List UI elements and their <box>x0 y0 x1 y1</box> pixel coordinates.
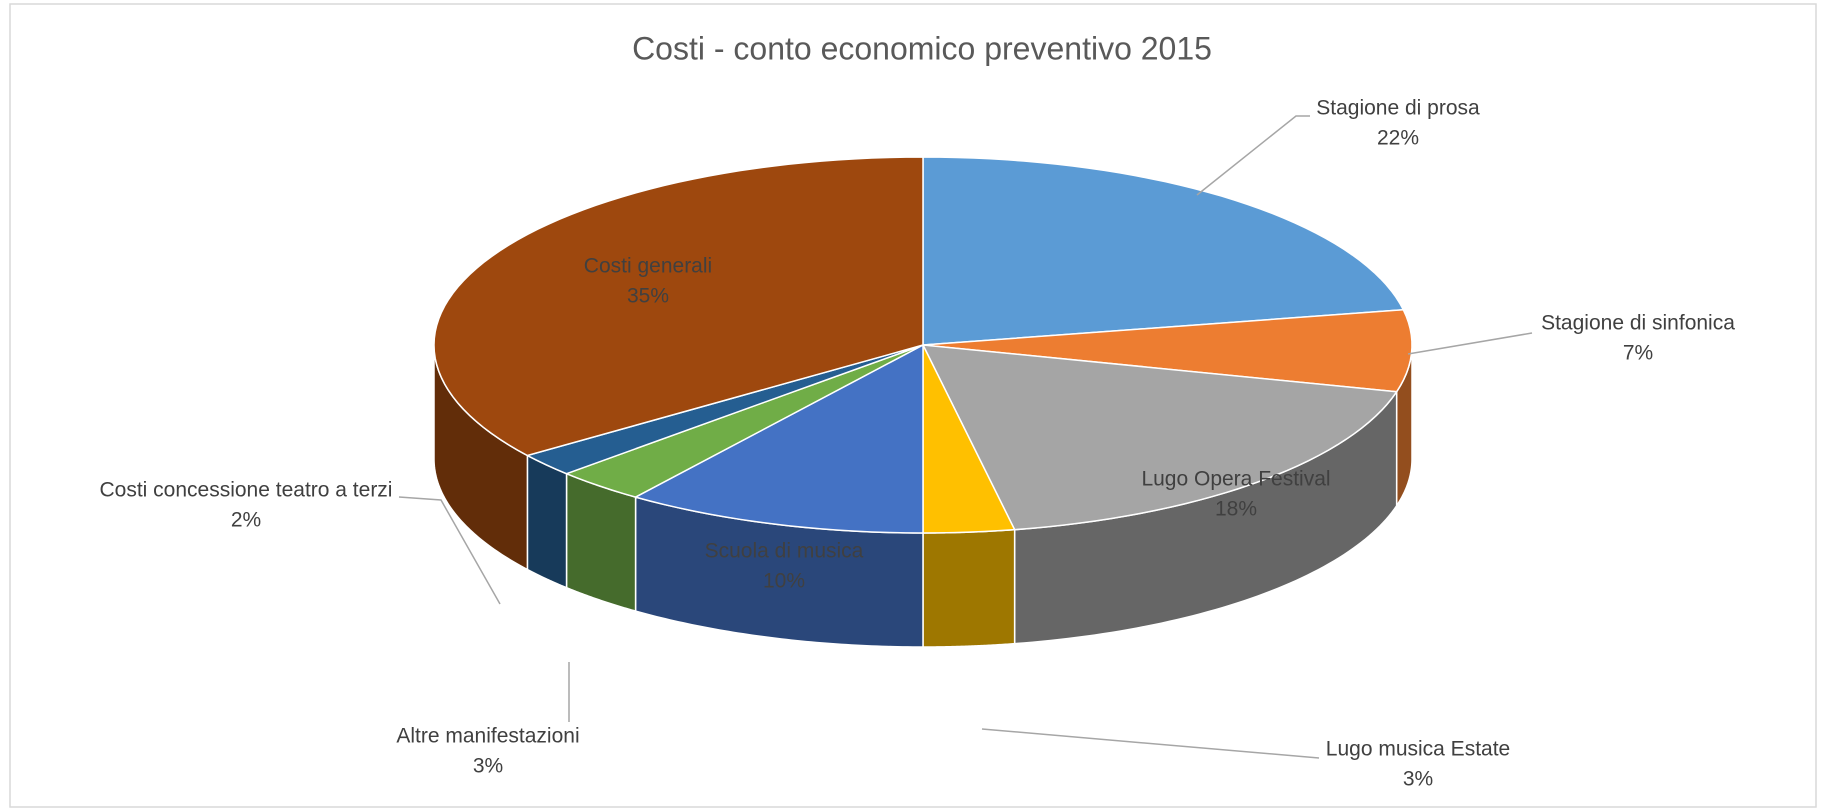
leader-line <box>1196 115 1310 196</box>
slice <box>921 344 1399 531</box>
slice <box>922 308 1413 393</box>
data-label-name: Stagione di prosa <box>1316 97 1480 120</box>
data-label-value: 3% <box>473 755 503 778</box>
data-label-value: 3% <box>1403 768 1433 791</box>
data-label-value: 22% <box>1377 127 1419 150</box>
data-label-name: Stagione di sinfonica <box>1541 312 1735 335</box>
leader-line <box>981 728 1320 759</box>
data-label-value: 2% <box>231 509 261 532</box>
data-label-name: Scuola di musica <box>705 540 864 563</box>
leader-line <box>1407 332 1533 355</box>
slice <box>922 156 1405 346</box>
slice-side <box>922 528 1016 648</box>
data-label-name: Lugo musica Estate <box>1326 738 1510 761</box>
slice <box>433 156 924 457</box>
data-label-value: 10% <box>763 570 805 593</box>
data-label-name: Altre manifestazioni <box>396 725 579 748</box>
data-label-value: 18% <box>1215 498 1257 521</box>
leader-line <box>398 496 501 605</box>
data-label-name: Costi concessione teatro a terzi <box>100 479 393 502</box>
slice <box>922 344 1016 534</box>
data-label-name: Lugo Opera Festival <box>1141 468 1330 491</box>
data-label-value: 7% <box>1623 342 1653 365</box>
chart-title: Costi - conto economico preventivo 2015 <box>632 30 1212 66</box>
slice <box>564 344 924 498</box>
data-label-value: 35% <box>627 285 669 308</box>
data-label-name: Costi generali <box>584 255 712 278</box>
slice-side <box>526 454 568 589</box>
slice <box>633 343 924 534</box>
